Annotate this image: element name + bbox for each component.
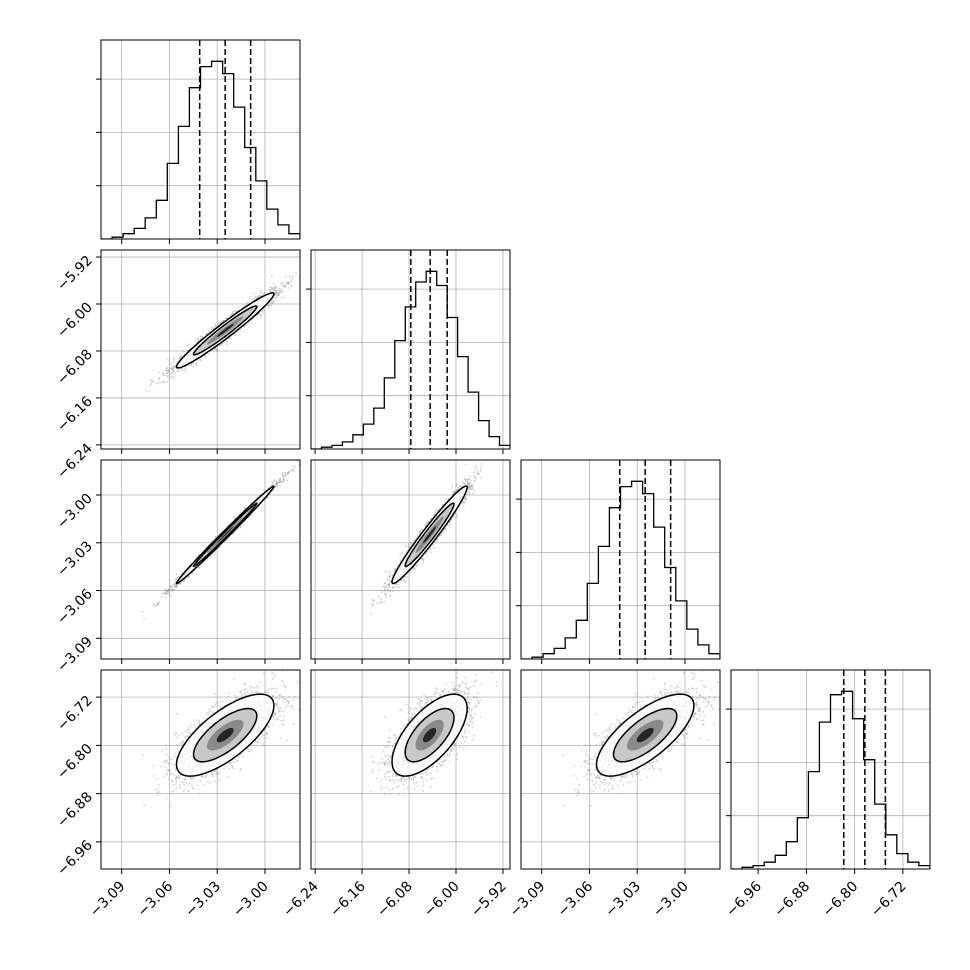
y-tick-label: −5.92	[54, 253, 96, 295]
contour-outer	[175, 292, 275, 369]
x-tick-label: −6.80	[820, 879, 862, 921]
subplot-3-3: −6.96 −6.88 −6.80 −6.72	[723, 669, 931, 921]
density-fill-core	[216, 323, 234, 337]
x-tick-label: −3.00	[650, 879, 692, 921]
axes-frame	[520, 669, 721, 870]
subplot-3-0: −6.96 −6.88 −6.80 −6.72 −3.09 −3.06 −3.03 −3.00	[54, 669, 301, 921]
contour-inner	[192, 502, 258, 568]
x-tick-label: −5.92	[468, 879, 510, 921]
y-tick-label: −6.00	[54, 300, 96, 342]
axes-frame	[100, 249, 301, 450]
x-tick-label: −6.16	[327, 878, 369, 920]
y-tick-label: −6.24	[54, 440, 96, 482]
x-tick-label: −3.03	[182, 879, 224, 921]
axes-frame	[100, 669, 301, 870]
subplot-2-1	[310, 459, 511, 664]
y-tick-label: −3.06	[54, 586, 96, 628]
density-fill-core	[216, 728, 234, 743]
axes-frame	[100, 39, 301, 240]
contour-outer	[391, 693, 468, 777]
y-tick-label: −6.72	[54, 693, 96, 735]
x-tick-label: −3.06	[135, 878, 177, 920]
subplot-1-0: −6.24 −6.16 −6.08−6.00 −5.92	[54, 249, 301, 482]
density-fill-core	[636, 728, 654, 743]
histogram-step-1	[311, 270, 510, 449]
histogram-step-3	[731, 690, 930, 869]
x-tick-label: −3.06	[555, 878, 597, 920]
x-tick-label: −6.96	[723, 878, 765, 920]
x-tick-label: −6.24	[280, 878, 322, 920]
contour-inner	[612, 707, 678, 763]
y-tick-label: −6.16	[54, 393, 96, 435]
subplot-2-2	[516, 459, 721, 664]
axes-frame	[310, 459, 511, 660]
subplot-0-0	[96, 39, 301, 244]
contour-inner	[192, 707, 258, 763]
subplot-2-0: −3.09 −3.06 −3.03 −3.00	[54, 459, 301, 676]
axes-frame	[310, 249, 511, 450]
y-tick-label: −6.88	[54, 789, 96, 831]
x-tick-label: −6.88	[772, 879, 814, 921]
density-fill-core	[423, 728, 437, 743]
y-tick-label: −6.08	[54, 346, 96, 388]
x-tick-label: −3.00	[230, 879, 272, 921]
subplot-1-1	[306, 249, 511, 454]
x-tick-label: −6.08	[374, 879, 416, 921]
x-tick-label: −6.72	[868, 879, 910, 921]
x-tick-label: −3.09	[87, 879, 129, 921]
histogram-step-0	[101, 60, 300, 239]
contour-inner	[192, 305, 258, 356]
y-tick-label: −6.80	[54, 741, 96, 783]
density-fill-core	[216, 526, 234, 544]
contour-inner	[404, 707, 455, 763]
subplot-3-2: −3.09 −3.06 −3.03 −3.00	[507, 669, 721, 921]
axes-frame	[520, 459, 721, 660]
x-tick-label: −3.09	[507, 879, 549, 921]
y-tick-label: −3.03	[54, 538, 96, 580]
contour-outer	[391, 485, 468, 585]
contour-outer	[175, 693, 275, 777]
histogram-step-2	[521, 480, 720, 659]
contour-outer	[175, 485, 275, 585]
contour-outer	[595, 693, 695, 777]
y-tick-label: −3.00	[54, 491, 96, 533]
subplot-3-1: −6.24 −6.16 −6.08 −6.00 −5.92	[280, 669, 511, 921]
x-tick-label: −3.03	[602, 879, 644, 921]
axes-frame	[730, 669, 931, 870]
contour-inner	[404, 502, 455, 568]
axes-frame	[310, 669, 511, 870]
axes-frame	[100, 459, 301, 660]
x-tick-label: −6.00	[421, 879, 463, 921]
y-tick-label: −6.96	[54, 837, 96, 879]
density-fill-core	[423, 526, 437, 544]
y-tick-label: −3.09	[54, 634, 96, 676]
